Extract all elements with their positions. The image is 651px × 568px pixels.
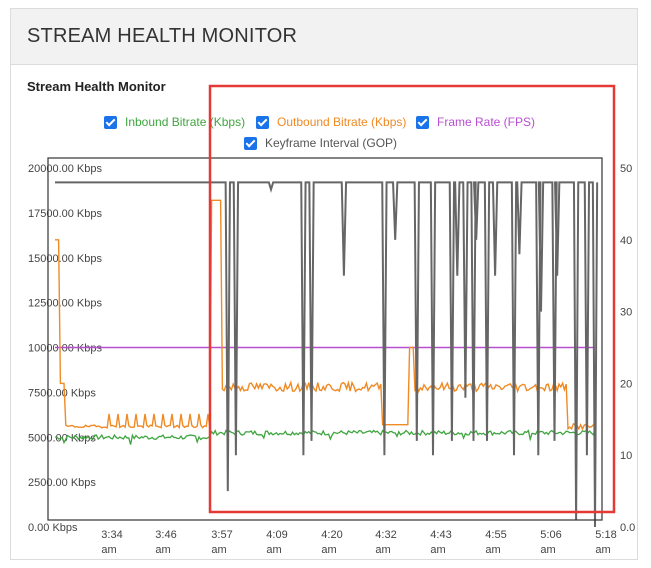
x-tick-time: 3:46	[155, 529, 176, 541]
left-tick-label: 7500.00 Kbps	[28, 387, 96, 399]
x-tick-ampm: am	[321, 544, 336, 556]
right-tick-label: 0.0	[620, 522, 635, 534]
x-tick-time: 5:06	[540, 529, 561, 541]
x-tick-ampm: am	[485, 544, 500, 556]
stream-health-panel: STREAM HEALTH MONITOR	[10, 8, 638, 560]
panel-header: STREAM HEALTH MONITOR	[11, 9, 637, 65]
x-tick-ampm: am	[595, 544, 610, 556]
x-tick-time: 3:57	[211, 529, 232, 541]
keyframe-interval-line	[55, 181, 599, 528]
x-tick-ampm: am	[430, 544, 445, 556]
x-tick-time: 5:18	[595, 529, 616, 541]
selection-highlight[interactable]	[208, 84, 616, 514]
left-tick-label: 15000.00 Kbps	[28, 253, 103, 265]
right-tick-label: 50	[620, 163, 632, 175]
x-tick-ampm: am	[540, 544, 555, 556]
x-tick-ampm: am	[375, 544, 390, 556]
left-tick-label: 10000.00 Kbps	[28, 343, 103, 355]
legend-outbound-label: Outbound Bitrate (Kbps)	[277, 115, 407, 129]
x-tick-ampm: am	[101, 544, 116, 556]
right-tick-label: 30	[620, 307, 632, 319]
chart-title: Stream Health Monitor	[27, 79, 166, 94]
x-tick-time: 4:43	[430, 529, 451, 541]
x-tick-time: 4:20	[321, 529, 342, 541]
right-tick-label: 20	[620, 378, 632, 390]
legend-keyframe-label: Keyframe Interval (GOP)	[265, 136, 398, 150]
x-tick-time: 4:32	[375, 529, 396, 541]
checkbox-framerate[interactable]	[416, 115, 429, 129]
x-tick-time: 4:55	[485, 529, 506, 541]
right-tick-label: 40	[620, 235, 632, 247]
left-tick-label: 12500.00 Kbps	[28, 298, 103, 310]
checkbox-inbound[interactable]	[104, 115, 117, 129]
x-tick-ampm: am	[155, 544, 170, 556]
checkbox-outbound[interactable]	[256, 115, 269, 129]
left-tick-label: 2500.00 Kbps	[28, 477, 96, 489]
inbound-bitrate-line	[54, 429, 596, 445]
legend-outbound[interactable]: Outbound Bitrate (Kbps)	[256, 115, 406, 129]
legend-inbound-label: Inbound Bitrate (Kbps)	[125, 115, 246, 129]
left-tick-label: 0.00 Kbps	[28, 522, 78, 534]
panel-title: STREAM HEALTH MONITOR	[27, 25, 298, 47]
plot-area-frame	[47, 157, 603, 521]
x-tick-ampm: am	[266, 544, 281, 556]
right-tick-label: 10	[620, 450, 632, 462]
legend-framerate-label: Frame Rate (FPS)	[437, 115, 536, 129]
legend-inbound[interactable]: Inbound Bitrate (Kbps)	[104, 115, 245, 129]
legend-framerate[interactable]: Frame Rate (FPS)	[416, 115, 535, 129]
left-tick-label: 17500.00 Kbps	[28, 208, 103, 220]
x-tick-time: 3:34	[101, 529, 122, 541]
x-tick-ampm: am	[211, 544, 226, 556]
checkbox-keyframe[interactable]	[244, 136, 257, 150]
outbound-bitrate-line	[55, 199, 596, 431]
legend-keyframe[interactable]: Keyframe Interval (GOP)	[244, 136, 397, 150]
left-tick-label: 20000.00 Kbps	[28, 163, 103, 175]
x-tick-time: 4:09	[266, 529, 287, 541]
